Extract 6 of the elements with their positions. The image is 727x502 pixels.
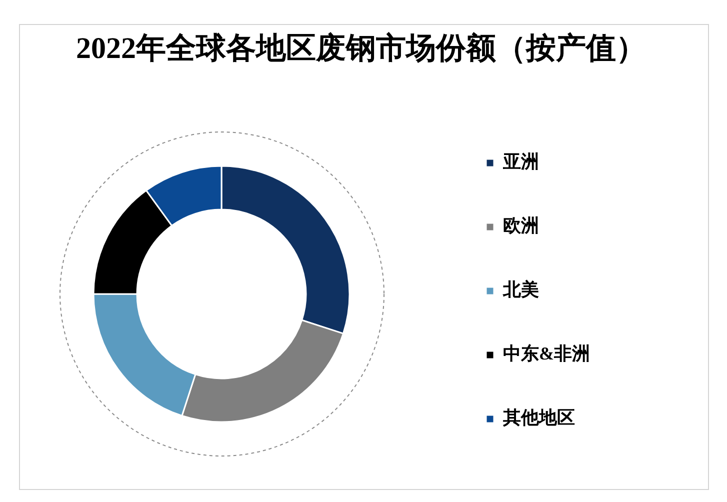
legend-label: 其他地区: [502, 408, 576, 428]
legend-label: 亚洲: [502, 152, 540, 172]
chart-title: 2022年全球各地区废钢市场份额（按产值）: [76, 30, 646, 65]
legend-label: 欧洲: [503, 216, 540, 236]
legend-label: 中东&非洲: [503, 344, 590, 364]
legend-label: 北美: [502, 280, 540, 300]
